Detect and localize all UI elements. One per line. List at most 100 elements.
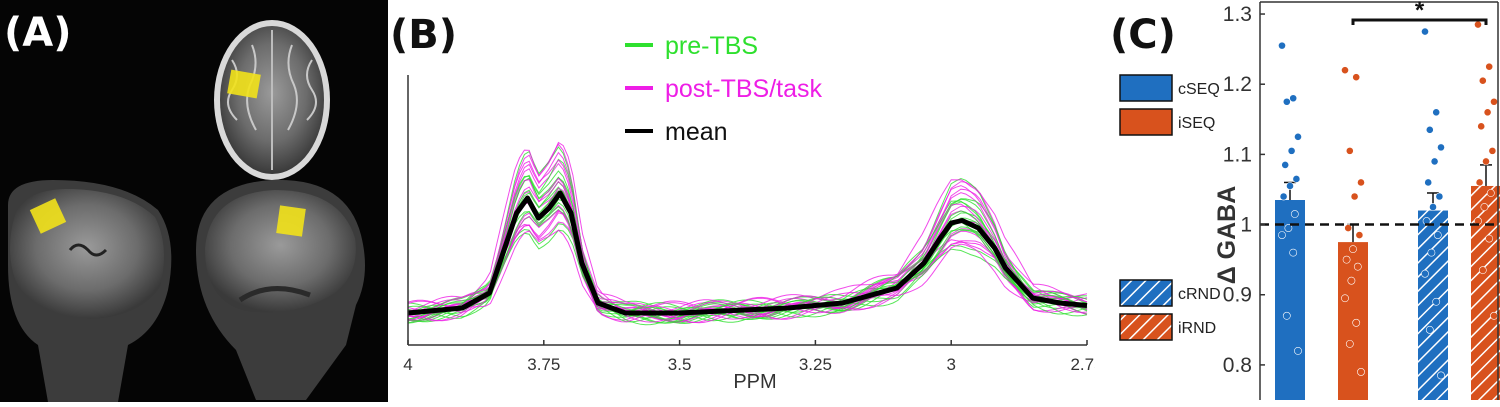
data-point (1289, 94, 1298, 103)
spectra-tick-labels: 4 3.75 3.5 3.25 3 2.75 (403, 355, 1095, 374)
data-point (1437, 371, 1445, 380)
data-point (1279, 192, 1288, 201)
spectra-axes (407, 75, 1088, 346)
data-point (1477, 122, 1486, 131)
voxel-coronal (29, 198, 67, 234)
bar-y-axis-label: Δ GABA (1213, 186, 1241, 285)
sagittal-slice (196, 179, 365, 400)
data-point (1341, 294, 1349, 303)
data-point (1355, 231, 1364, 239)
spectrum-trace (407, 158, 1088, 318)
data-point (1429, 203, 1437, 211)
data-point (1474, 20, 1482, 29)
data-point (1345, 339, 1354, 348)
data-point (1286, 182, 1294, 190)
data-point (1425, 325, 1434, 334)
significance-bracket: * (1351, 0, 1488, 25)
legend-label: mean (665, 118, 728, 146)
x-tick-label: 3 (946, 355, 955, 374)
bar-plot-area (1260, 20, 1500, 400)
mean-spectrum-line (407, 190, 1088, 316)
data-point (1421, 27, 1429, 36)
data-point (1289, 248, 1298, 257)
data-point (1282, 97, 1291, 106)
data-point (1341, 66, 1349, 75)
data-point (1435, 192, 1444, 201)
x-tick-label: 3.5 (668, 355, 692, 374)
data-point (1427, 248, 1436, 257)
spectra-x-axis-label: PPM (733, 371, 776, 393)
data-point (1486, 189, 1495, 197)
spectrum-trace (407, 209, 1088, 318)
legend-swatch (1119, 279, 1173, 307)
voxel-axial (227, 69, 261, 99)
data-point (1353, 262, 1362, 271)
data-point (1290, 210, 1299, 218)
y-tick-label: 1.1 (1223, 143, 1252, 166)
legend-label: cRND (1178, 286, 1221, 303)
data-point (1482, 157, 1490, 166)
y-tick-label: 1 (1240, 214, 1252, 237)
data-point (1349, 245, 1357, 254)
x-tick-label: 4 (403, 355, 412, 374)
data-point (1488, 146, 1497, 155)
y-tick-label: 1.2 (1223, 73, 1252, 96)
data-point (1284, 224, 1293, 232)
legend-swatch (1119, 313, 1173, 341)
data-point (1345, 146, 1354, 155)
data-point (1352, 318, 1361, 327)
data-point (1432, 108, 1441, 117)
data-point (1287, 146, 1296, 155)
x-tick-label: 2.75 (1070, 355, 1095, 374)
spectra-legend: pre-TBS post-TBS/task mean (625, 32, 822, 146)
legend-label: cSEQ (1178, 81, 1220, 98)
panel-a-mri-images: (A) (0, 0, 388, 402)
data-point (1478, 76, 1487, 85)
panel-c-label: (C) (1110, 12, 1176, 58)
data-point (1424, 178, 1433, 187)
spectrum-trace (407, 229, 1088, 321)
coronal-slice (8, 180, 172, 402)
data-point (1437, 143, 1445, 152)
spectrum-trace (407, 146, 1088, 320)
legend-label: iSEQ (1178, 115, 1215, 132)
data-point (1483, 108, 1492, 117)
data-point (1344, 224, 1353, 232)
data-point (1425, 125, 1434, 134)
data-point (1347, 276, 1356, 285)
data-point (1281, 161, 1290, 169)
data-point (1478, 266, 1487, 275)
significance-line (1351, 18, 1488, 25)
y-tick-label: 0.9 (1223, 284, 1252, 307)
data-point (1350, 192, 1359, 201)
legend-label: pre-TBS (665, 32, 758, 60)
spectrum-trace (407, 223, 1088, 318)
voxel-sagittal (276, 205, 306, 237)
significance-marker: * (1415, 0, 1425, 24)
panel-a-label: (A) (4, 10, 72, 56)
data-point (1342, 255, 1351, 264)
data-point (1282, 311, 1291, 320)
x-tick-label: 3.25 (799, 355, 832, 374)
spectrum-trace (407, 186, 1088, 324)
legend-swatch (1119, 74, 1173, 102)
data-point (1357, 368, 1365, 376)
bar-y-tick-labels: 0.8 0.9 1 1.1 1.2 1.3 (1223, 3, 1252, 377)
spectrum-trace (407, 141, 1088, 314)
data-point (1485, 234, 1494, 243)
spectrum-trace (407, 179, 1088, 323)
bar-cRND (1418, 210, 1448, 400)
data-point (1485, 62, 1494, 71)
data-point (1352, 73, 1361, 82)
data-point (1294, 132, 1302, 141)
data-point (1480, 203, 1489, 211)
data-point (1475, 178, 1484, 187)
spectrum-trace (407, 159, 1088, 312)
gaba-bar-chart: 0.8 0.9 1 1.1 1.2 1.3 Δ GABA cSEQ iSEQ cRND iRND… (1119, 0, 1500, 400)
mri-figure (8, 20, 365, 402)
legend-label: iRND (1178, 320, 1216, 337)
y-tick-label: 1.3 (1223, 3, 1252, 26)
data-point (1490, 311, 1498, 320)
data-point (1433, 231, 1442, 239)
y-tick-label: 0.8 (1223, 354, 1252, 377)
